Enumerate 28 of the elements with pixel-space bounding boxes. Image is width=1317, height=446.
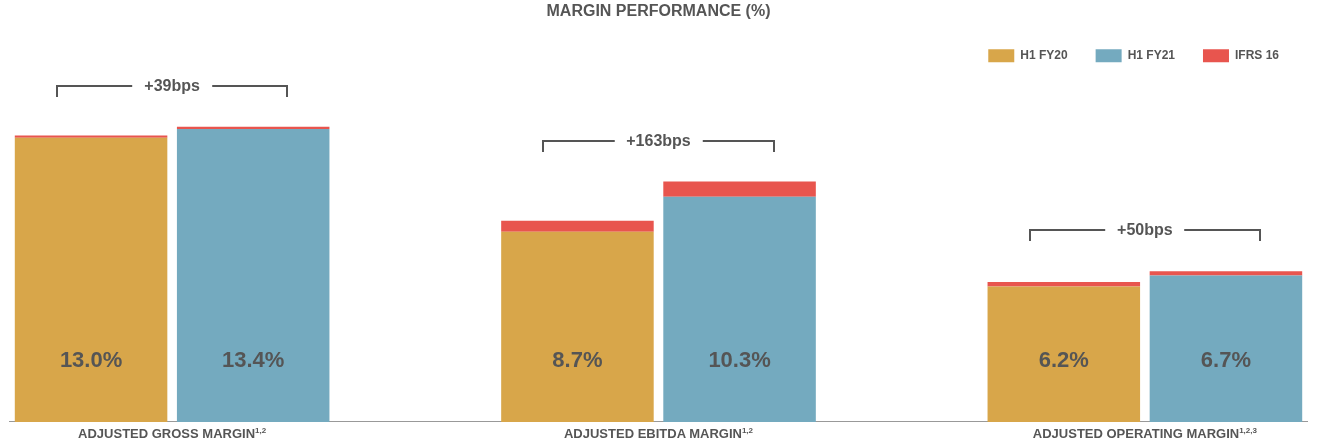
- bar: [14, 137, 168, 422]
- legend-label: IFRS 16: [1234, 48, 1280, 63]
- bar: [501, 220, 654, 232]
- annotation: +163bps: [614, 131, 703, 150]
- x-tick-label: ADJUSTED OPERATING MARGIN$^{1,2,3}$: [1032, 426, 1257, 442]
- legend-label: H1 FY21: [1127, 48, 1176, 63]
- data-label: 6.2%: [1038, 347, 1089, 373]
- data-label: 8.7%: [552, 347, 603, 373]
- x-tick-label: ADJUSTED EBITDA MARGIN$^{1,2}$: [563, 426, 754, 442]
- bar: [663, 196, 816, 422]
- bar: [501, 231, 654, 422]
- bar: [987, 286, 1141, 422]
- x-tick-label: ADJUSTED GROSS MARGIN$^{1,2}$: [78, 426, 267, 442]
- bar: [1149, 271, 1303, 276]
- bar: [1149, 275, 1303, 422]
- legend-label: H1 FY20: [1020, 48, 1068, 63]
- text: +39bps: [132, 76, 212, 95]
- chart-title: MARGIN PERFORMANCE (%): [546, 2, 771, 20]
- bar: [176, 129, 330, 422]
- annotation: +50bps: [1105, 221, 1185, 240]
- bar: [663, 181, 816, 197]
- bar: [14, 135, 168, 138]
- data-label: 6.7%: [1200, 347, 1252, 373]
- data-label: 10.3%: [708, 347, 771, 373]
- bar: [987, 282, 1141, 287]
- bar: [176, 126, 330, 130]
- data-label: 13.4%: [221, 347, 285, 373]
- data-label: 13.0%: [59, 347, 123, 373]
